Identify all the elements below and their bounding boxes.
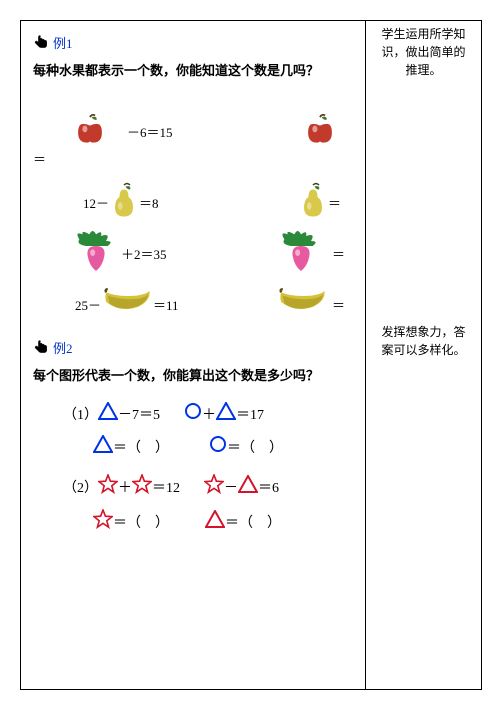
radish-text: ＋2＝35 xyxy=(121,244,167,263)
l21c: ＝12 xyxy=(152,477,180,497)
pear-icon xyxy=(109,182,139,222)
example2-header: 例2 xyxy=(33,338,355,357)
pear-row: 12－ ＝8 xyxy=(83,180,355,224)
star-icon xyxy=(204,474,224,499)
l21d: － xyxy=(224,477,238,497)
triangle-icon xyxy=(98,402,118,425)
eq2-line2b: ＝（ ） ＝（ ） xyxy=(93,509,355,534)
l12b: ＝（ ） xyxy=(227,437,283,457)
pear-icon xyxy=(298,182,328,222)
side-note-1: 学生运用所学知 识，做出简单的 推理。 xyxy=(372,25,475,79)
eq2-line1: （1） －7＝5 ＋ ＝17 xyxy=(63,402,355,425)
banana-text2: ＝11 xyxy=(153,295,179,314)
radish-icon xyxy=(276,229,326,277)
example1-header: 例1 xyxy=(33,33,355,52)
star-icon xyxy=(132,474,152,499)
l22b: ＝（ ） xyxy=(225,512,281,532)
l11b: －7＝5 xyxy=(118,404,160,424)
pear-equals: ＝ xyxy=(328,193,341,212)
triangle-icon xyxy=(93,435,113,458)
apple-icon xyxy=(73,112,107,150)
pointing-hand-icon xyxy=(33,34,51,52)
note1-l1: 学生运用所学知 xyxy=(381,27,465,41)
radish-equals: ＝ xyxy=(332,244,345,263)
circle-icon xyxy=(209,435,227,458)
banana-icon xyxy=(101,286,153,322)
triangle-red-icon xyxy=(205,510,225,533)
l11c: ＋ xyxy=(202,404,216,424)
example1-question: 每种水果都表示一个数，你能知道这个数是几吗？ xyxy=(33,60,355,79)
banana-icon xyxy=(276,286,328,322)
circle-icon xyxy=(184,402,202,425)
pear-left-text1: 12－ xyxy=(83,193,109,212)
l21b: ＋ xyxy=(118,477,132,497)
triangle-red-icon xyxy=(238,475,258,498)
l11d: ＝17 xyxy=(236,404,264,424)
l21e: ＝6 xyxy=(258,477,279,497)
apple-icon xyxy=(303,112,337,150)
example2-label: 例2 xyxy=(53,338,73,357)
example1-label: 例1 xyxy=(53,33,73,52)
star-icon xyxy=(98,474,118,499)
pointing-hand-icon xyxy=(33,339,51,357)
apple-equals: ＝ xyxy=(33,149,355,168)
banana-equals: ＝ xyxy=(332,295,345,314)
note1-l2: 识，做出简单的 xyxy=(381,45,465,59)
note2-l2: 案可以多样化。 xyxy=(381,343,465,357)
note1-l3: 推理。 xyxy=(405,63,441,77)
radish-row: ＋2＝35 ＝ xyxy=(71,228,355,278)
pear-left-text2: ＝8 xyxy=(139,193,159,212)
star-icon xyxy=(93,509,113,534)
side-note-2: 发挥想象力，答 案可以多样化。 xyxy=(372,323,475,359)
l12a: ＝（ ） xyxy=(113,437,169,457)
apple-row: －6＝15 xyxy=(73,109,355,153)
note2-l1: 发挥想象力，答 xyxy=(381,325,465,339)
apple-eq-text: －6＝15 xyxy=(127,122,173,141)
eq2-line2: （2） ＋ ＝12 － ＝6 xyxy=(63,474,355,499)
banana-row: 25－ ＝11 ＝ xyxy=(75,282,355,326)
l22a: ＝（ ） xyxy=(113,512,169,532)
side-column: 学生运用所学知 识，做出简单的 推理。 发挥想象力，答 案可以多样化。 xyxy=(366,21,481,689)
eq2-line1b: ＝（ ） ＝（ ） xyxy=(93,435,355,458)
radish-icon xyxy=(71,229,121,277)
banana-text1: 25－ xyxy=(75,295,101,314)
l21a: （2） xyxy=(63,477,98,497)
l11a: （1） xyxy=(63,404,98,424)
triangle-icon xyxy=(216,402,236,425)
example2-question: 每个图形代表一个数，你能算出这个数是多少吗？ xyxy=(33,365,355,384)
